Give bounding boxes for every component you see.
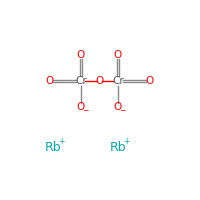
Text: O: O [95, 76, 104, 86]
Text: +: + [58, 137, 65, 146]
Text: O: O [114, 50, 122, 60]
Text: Cr: Cr [75, 76, 87, 86]
Text: +: + [123, 137, 130, 146]
Text: −: − [119, 107, 126, 116]
Text: O: O [46, 76, 54, 86]
Text: O: O [114, 102, 122, 112]
Text: Cr: Cr [112, 76, 124, 86]
Text: O: O [77, 50, 85, 60]
Text: −: − [82, 107, 88, 116]
Text: Rb: Rb [110, 141, 126, 154]
Text: O: O [77, 102, 85, 112]
Text: Rb: Rb [45, 141, 61, 154]
Text: O: O [145, 76, 153, 86]
